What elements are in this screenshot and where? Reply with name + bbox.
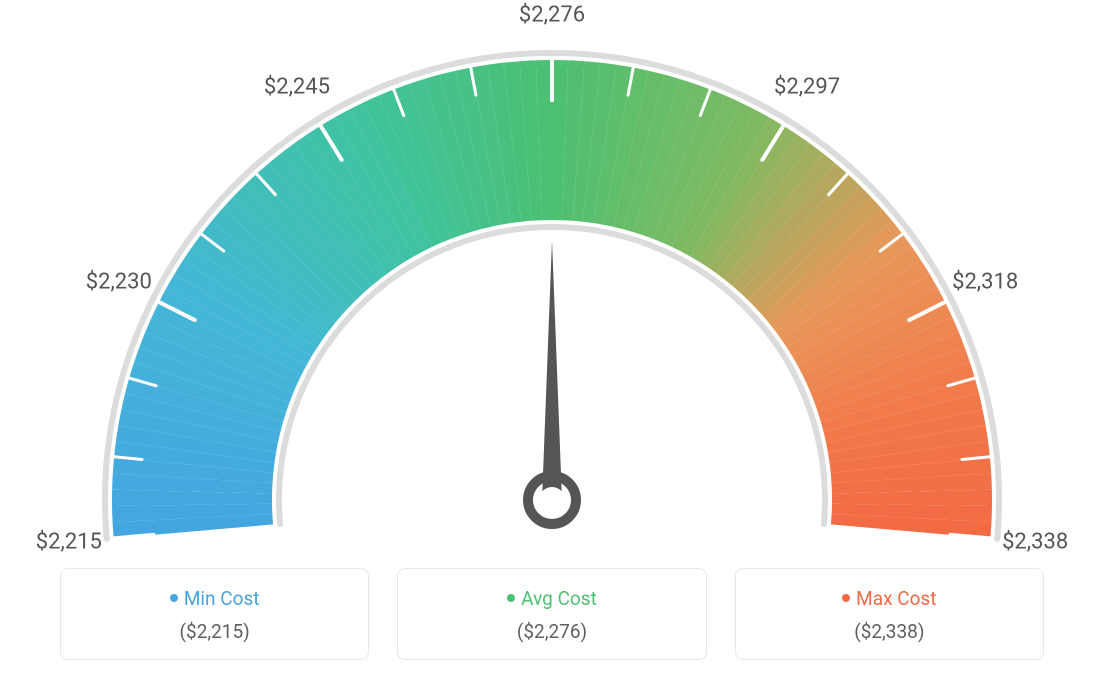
gauge-tick-label: $2,230 — [86, 269, 152, 294]
legend-card-max: Max Cost ($2,338) — [735, 568, 1044, 660]
legend-min-value: ($2,215) — [61, 620, 368, 643]
gauge-chart: $2,215 $2,230 $2,245 $2,276 $2,297 $2,318 $2,3… — [0, 0, 1104, 560]
legend-avg-label: Avg Cost — [521, 587, 597, 610]
legend-card-avg: Avg Cost ($2,276) — [397, 568, 706, 660]
gauge-tick-label: $2,276 — [519, 3, 585, 28]
legend-min-label: Min Cost — [184, 587, 260, 610]
gauge-tick-label: $2,215 — [36, 530, 102, 555]
gauge-tick-label: $2,245 — [264, 75, 330, 100]
gauge-svg — [0, 0, 1104, 560]
legend-card-min: Min Cost ($2,215) — [60, 568, 369, 660]
dot-icon — [842, 594, 850, 602]
chart-container: $2,215 $2,230 $2,245 $2,276 $2,297 $2,318 $2,3… — [0, 0, 1104, 690]
legend-max-label: Max Cost — [856, 587, 936, 610]
gauge-tick-label: $2,338 — [1002, 530, 1068, 555]
legend-title-max: Max Cost — [736, 587, 1043, 610]
dot-icon — [170, 594, 178, 602]
gauge-tick-label: $2,297 — [774, 75, 840, 100]
legend-max-value: ($2,338) — [736, 620, 1043, 643]
legend-row: Min Cost ($2,215) Avg Cost ($2,276) Max … — [0, 568, 1104, 660]
gauge-tick-label: $2,318 — [952, 269, 1018, 294]
legend-avg-value: ($2,276) — [398, 620, 705, 643]
legend-title-avg: Avg Cost — [398, 587, 705, 610]
legend-title-min: Min Cost — [61, 587, 368, 610]
dot-icon — [507, 594, 515, 602]
